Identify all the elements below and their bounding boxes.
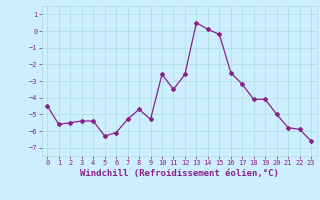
X-axis label: Windchill (Refroidissement éolien,°C): Windchill (Refroidissement éolien,°C) bbox=[80, 169, 279, 178]
